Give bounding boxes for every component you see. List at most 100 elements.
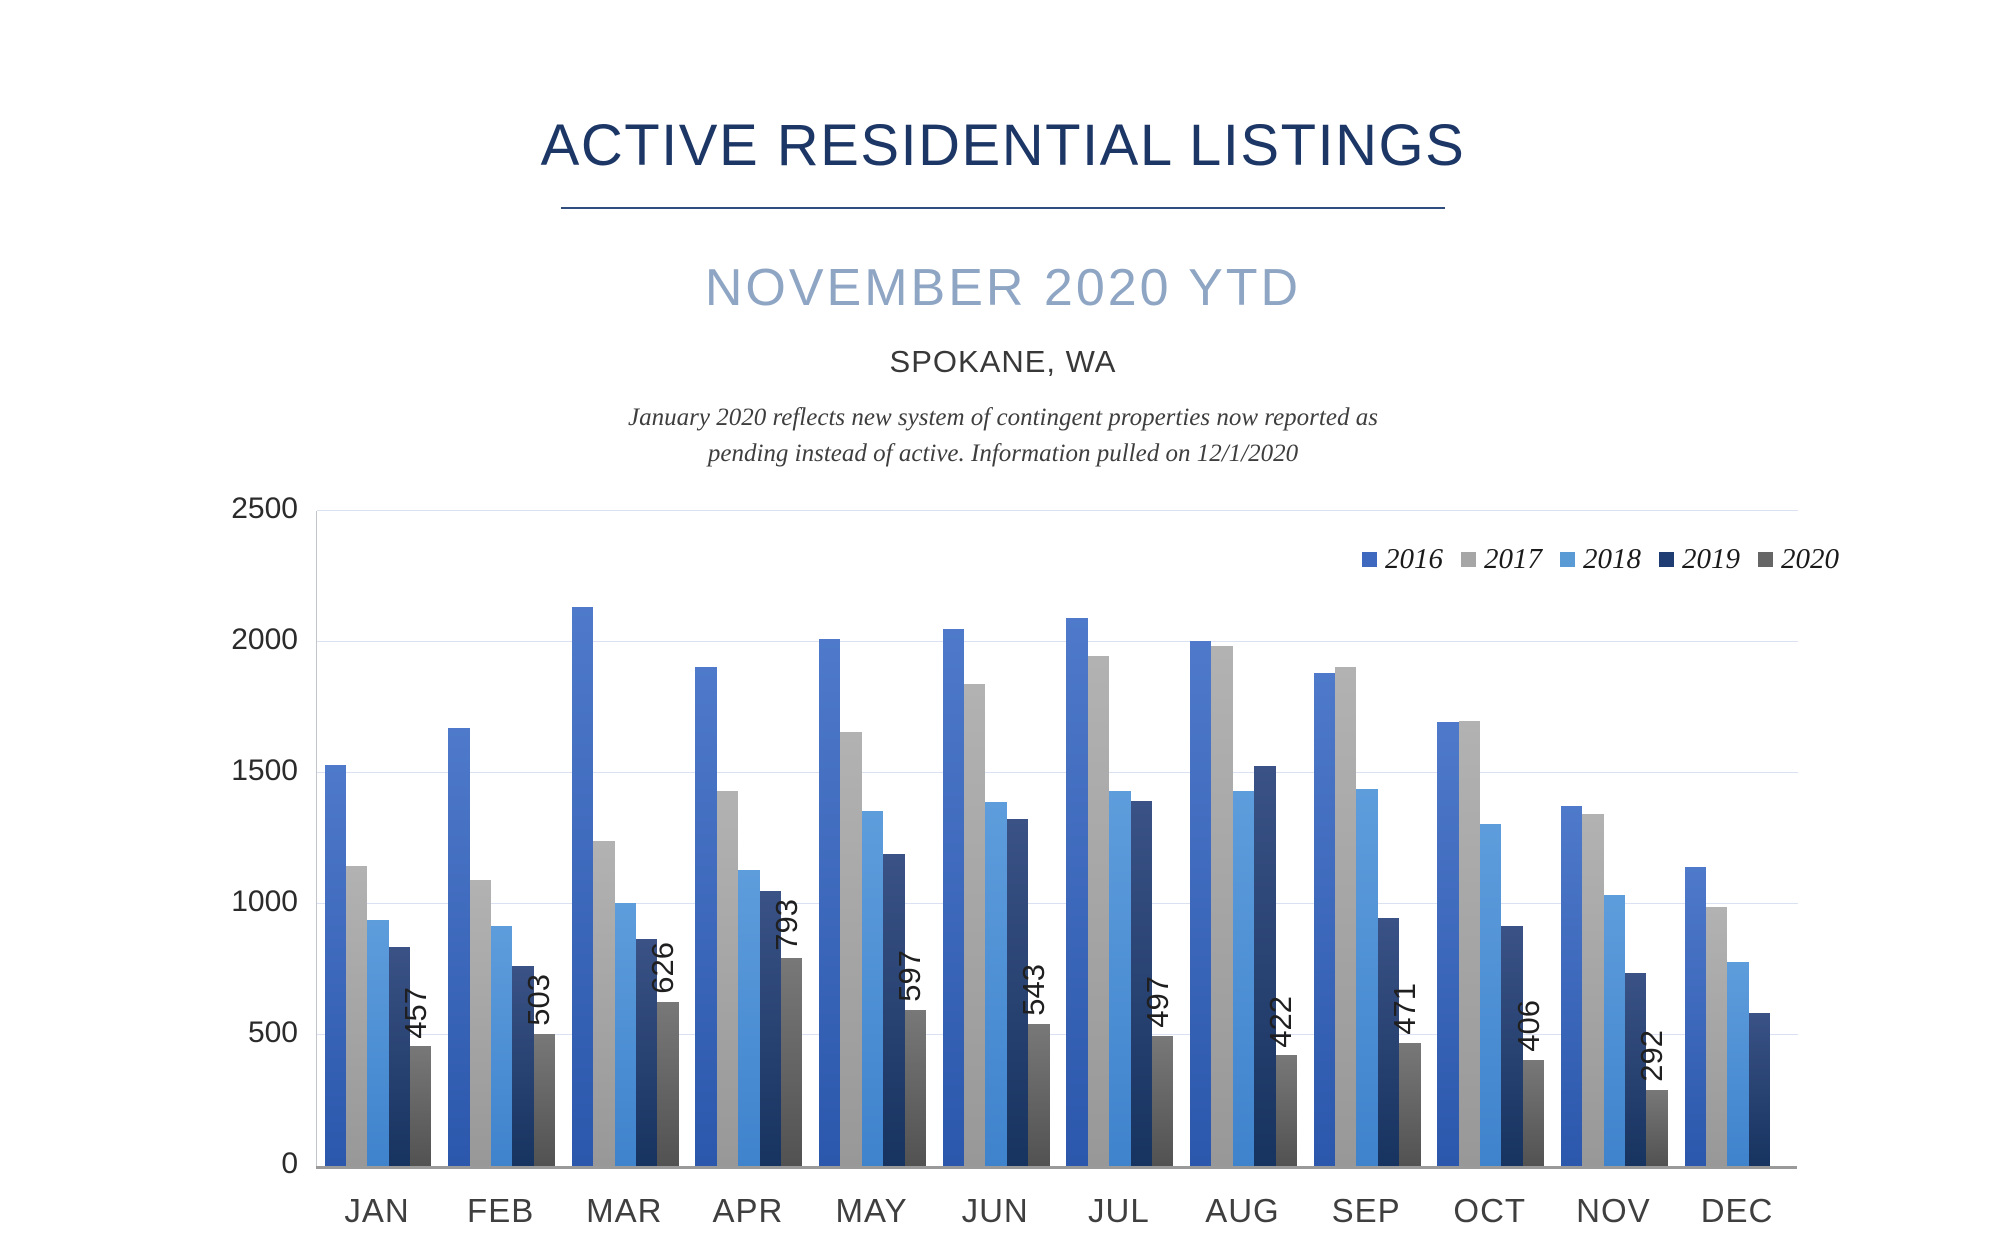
legend-item-2020: 2020 [1758,543,1839,576]
bar-2017-apr [716,791,739,1166]
bar-value-label: 626 [645,942,681,994]
bar-value-label: 292 [1634,1029,1670,1082]
x-tick-label: JAN [344,1192,410,1229]
bar-2016-may [819,639,841,1166]
note-line-1: January 2020 reflects new system of cont… [628,404,1378,431]
bar-value-label: 503 [521,974,557,1027]
bar-group-dec [1684,511,1792,1166]
bar-2018-apr [738,869,760,1166]
bar-2018-may [861,811,884,1166]
x-tick-label: DEC [1700,1192,1774,1229]
bar-2020-aug [1275,1055,1297,1166]
legend-label: 2017 [1484,543,1542,575]
legend-item-2016: 2016 [1362,543,1443,576]
legend-label: 2020 [1781,543,1839,575]
bar-2016-oct [1437,721,1459,1166]
bar-2020-mar [657,1002,679,1166]
bar-2016-nov [1560,805,1583,1166]
y-tick-label: 2500 [231,492,298,525]
x-tick-label: MAR [586,1192,663,1229]
bar-2019-aug [1254,766,1276,1166]
x-tick-label: JUN [961,1192,1029,1229]
gridline [317,903,1798,904]
bar-group-may: 597 [819,511,928,1166]
x-tick-label: AUG [1205,1192,1280,1229]
bar-2016-feb [448,728,470,1166]
bar-2020-jan [410,1046,432,1166]
bar-2019-oct [1501,926,1523,1166]
bar-group-apr: 793 [695,511,804,1166]
bar-2017-nov [1582,813,1604,1166]
plot-area: 457 503 626 793 597 543 497 422 471 406 292 [316,510,1798,1166]
bar-2018-aug [1232,791,1255,1166]
bar-2016-sep [1313,673,1335,1166]
chart-subtitle: NOVEMBER 2020 YTD [704,259,1302,317]
legend-swatch-2018 [1560,552,1575,567]
bar-2018-jul [1109,791,1131,1166]
y-tick-label: 1500 [231,754,298,787]
bar-2017-jul [1087,656,1110,1166]
bar-group-jan: 457 [324,511,433,1166]
bar-2020-nov [1646,1089,1668,1166]
bar-2017-aug [1211,645,1233,1166]
y-tick-label: 500 [247,1016,298,1049]
legend-label: 2016 [1385,543,1443,575]
bar-group-feb: 503 [448,511,557,1166]
chart-note: January 2020 reflects new system of cont… [0,400,2000,471]
note-line-2: pending instead of active. Information p… [707,439,1299,467]
bar-2019-may [883,854,905,1166]
bar-value-label: 497 [1139,976,1175,1028]
bar-2019-apr [759,890,781,1166]
bar-value-label: 597 [892,949,928,1002]
bar-2020-apr [781,958,803,1166]
gridline [317,1034,1798,1035]
bar-value-label: 457 [397,986,433,1039]
y-tick-label: 1000 [231,885,298,918]
page-title: ACTIVE RESIDENTIAL LISTINGS [540,113,1466,178]
bar-2019-sep [1377,918,1400,1166]
bar-2017-oct [1458,720,1481,1166]
bar-2018-oct [1480,824,1502,1166]
bar-value-label: 471 [1386,982,1422,1035]
legend-item-2019: 2019 [1659,543,1740,576]
x-tick-label: SEP [1331,1192,1401,1229]
bar-2017-jan [345,866,368,1166]
y-tick-label: 0 [281,1147,298,1180]
bar-2018-feb [490,926,513,1166]
bar-2017-feb [469,880,491,1166]
bar-2018-sep [1356,788,1378,1166]
bar-2017-mar [593,841,615,1166]
legend-swatch-2017 [1461,552,1476,567]
bar-2020-feb [533,1034,556,1166]
bar-2016-aug [1189,640,1212,1166]
bar-2017-dec [1705,906,1728,1166]
x-tick-label: OCT [1453,1192,1527,1229]
legend-swatch-2016 [1362,552,1377,567]
bar-2018-dec [1727,961,1749,1166]
chart-legend: 2016 2017 2018 2019 2020 [1362,543,1839,576]
legend-item-2018: 2018 [1560,543,1641,576]
x-tick-label: APR [712,1192,784,1229]
x-tick-label: NOV [1576,1192,1651,1229]
bar-2018-nov [1603,894,1626,1166]
bar-2016-dec [1684,867,1706,1166]
bar-group-oct: 406 [1437,511,1546,1166]
bar-2020-jul [1151,1035,1174,1166]
bar-value-label: 543 [1015,964,1051,1016]
bar-2018-mar [614,902,636,1166]
bar-2019-feb [512,965,534,1166]
bar-group-jul: 497 [1066,511,1175,1166]
bar-2020-sep [1399,1042,1421,1166]
bar-2016-jul [1066,618,1088,1166]
legend-label: 2018 [1583,543,1641,575]
legend-swatch-2020 [1758,552,1773,567]
x-tick-label: MAY [835,1192,908,1229]
legend-label: 2019 [1682,543,1740,575]
y-tick-label: 2000 [231,623,298,656]
bar-2016-mar [571,606,594,1166]
bar-2016-jan [324,765,346,1166]
chart-location: SPOKANE, WA [889,344,1117,379]
bar-2020-may [904,1009,927,1166]
bar-2018-jan [367,919,389,1166]
